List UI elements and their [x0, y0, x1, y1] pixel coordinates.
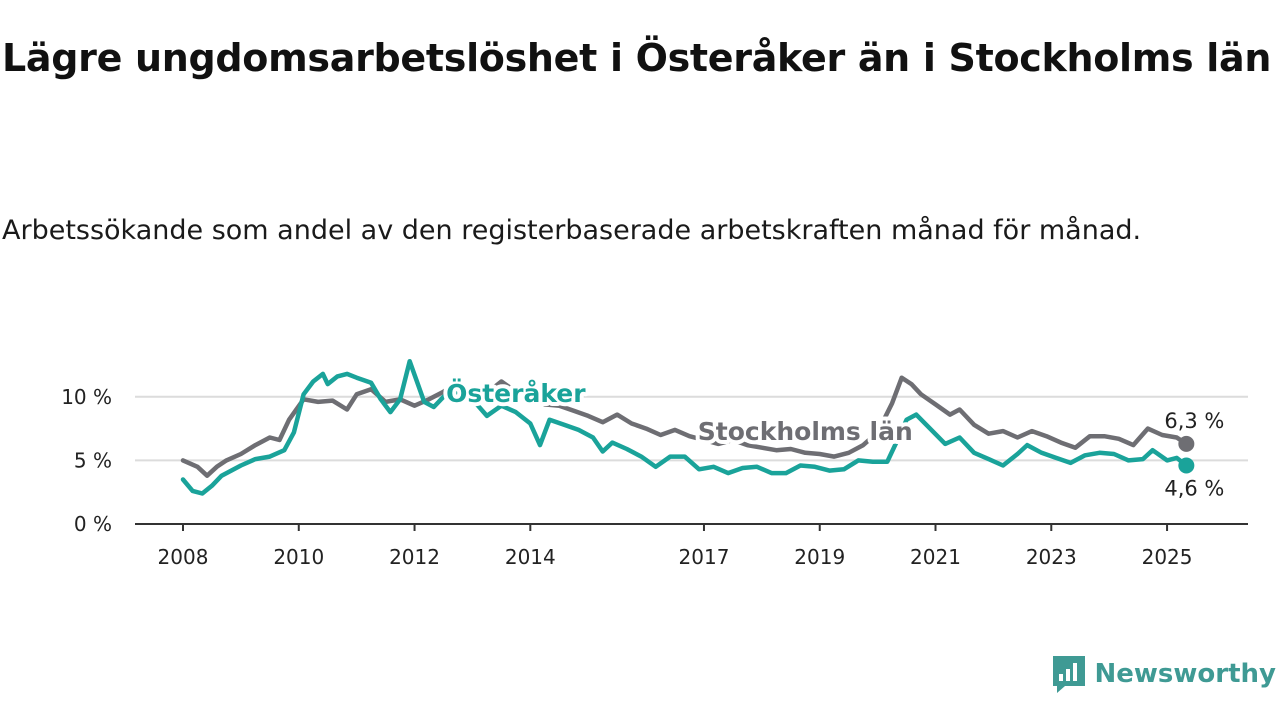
end-point-dot: [1178, 435, 1195, 452]
newsworthy-logo-icon: [1052, 656, 1085, 693]
x-tick-label: 2008: [158, 545, 209, 569]
series-line-osteraker: [180, 358, 1189, 496]
end-value-label: 4,6 %: [1164, 476, 1224, 500]
x-tick-label: 2010: [273, 545, 324, 569]
series-labels: 6,3 % 4,6 % Österåker Stockholms län: [442, 374, 1224, 501]
x-tick-label: 2021: [910, 545, 961, 569]
chart-title: Lägre ungdomsarbetslöshet i Österåker än…: [2, 36, 1272, 80]
series-name-label: Österåker: [446, 378, 586, 408]
series-lines: [180, 358, 1195, 496]
x-tick-label: 2014: [505, 545, 556, 569]
x-tick-label: 2012: [389, 545, 440, 569]
series-line-stockholms-lan: [180, 375, 1189, 478]
x-tick-label: 2023: [1026, 545, 1077, 569]
axes: 0 % 5 % 10 % 2008 2010 2012 2014 2017 2019 2021 20…: [61, 385, 1248, 569]
y-tick-label: 5 %: [74, 448, 112, 472]
y-tick-label: 0 %: [74, 512, 112, 536]
chart-subtitle: Arbetssökande som andel av den registerb…: [2, 215, 1142, 246]
end-point-dot: [1178, 457, 1195, 474]
series-name-label: Stockholms län: [698, 417, 913, 446]
x-tick-label: 2019: [794, 545, 845, 569]
x-tick-label: 2025: [1142, 545, 1193, 569]
x-tick-label: 2017: [679, 545, 730, 569]
brand-name: Newsworthy: [1094, 659, 1276, 689]
end-value-label: 6,3 %: [1164, 409, 1224, 433]
y-tick-label: 10 %: [61, 385, 112, 409]
brand: Newsworthy: [1051, 654, 1276, 694]
